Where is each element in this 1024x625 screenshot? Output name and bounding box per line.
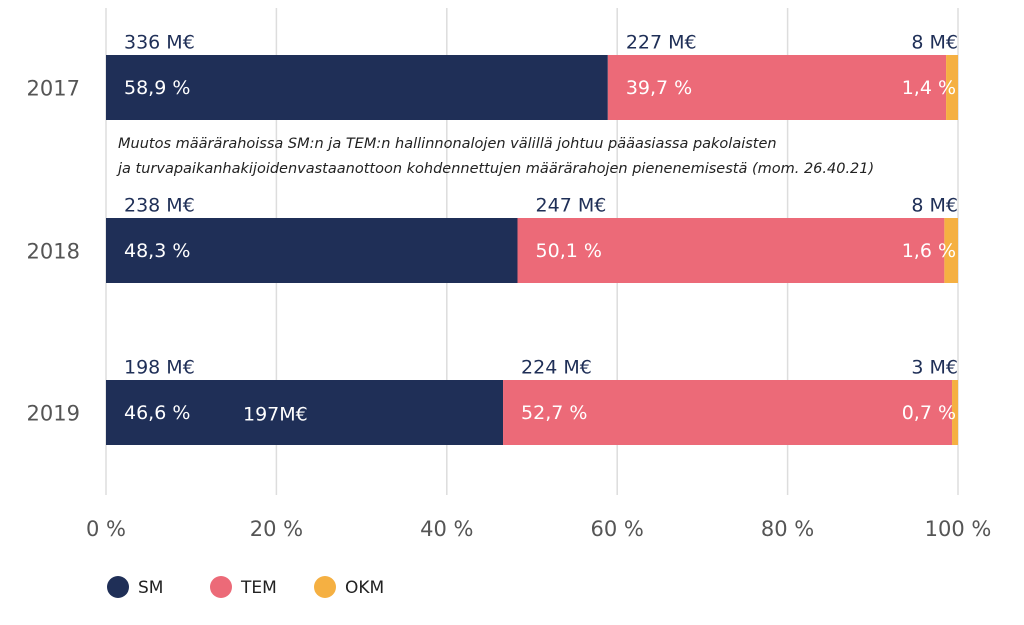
value-label: 46,6 % — [124, 402, 190, 424]
amount-label: 8 M€ — [911, 32, 958, 54]
amount-label: 3 M€ — [911, 357, 958, 379]
amount-label: 238 M€ — [124, 195, 195, 217]
x-tick-label: 40 % — [420, 517, 473, 541]
amount-label: 8 M€ — [911, 195, 958, 217]
value-label: 48,3 % — [124, 240, 190, 262]
annotation: ja turvapaikanhakijoidenvastaanottoon ko… — [116, 161, 874, 177]
value-label: 1,6 % — [902, 240, 956, 262]
amount-label: 227 M€ — [626, 32, 697, 54]
value-label: 50,1 % — [536, 240, 602, 262]
annotation: Muutos määrärahoissa SM:n ja TEM:n halli… — [118, 136, 777, 152]
legend-marker — [314, 576, 336, 598]
bar-segment — [946, 55, 958, 120]
value-label: 0,7 % — [902, 402, 956, 424]
bar-segment — [952, 380, 958, 445]
x-tick-label: 100 % — [925, 517, 992, 541]
legend-label: OKM — [345, 578, 384, 598]
legend-marker — [210, 576, 232, 598]
x-tick-label: 0 % — [86, 517, 126, 541]
y-tick-label: 2018 — [27, 240, 80, 264]
annotation: 197M€ — [243, 404, 308, 426]
amount-label: 198 M€ — [124, 357, 195, 379]
value-label: 39,7 % — [626, 77, 692, 99]
bar-segment — [106, 380, 504, 445]
value-label: 58,9 % — [124, 77, 190, 99]
x-tick-label: 80 % — [761, 517, 814, 541]
x-tick-label: 20 % — [250, 517, 303, 541]
bar-segment — [944, 218, 958, 283]
bar-segment — [106, 55, 608, 120]
bar-segment — [106, 218, 518, 283]
legend-label: TEM — [240, 578, 277, 598]
bar-segment — [503, 380, 953, 445]
amount-label: 224 M€ — [521, 357, 592, 379]
value-label: 52,7 % — [521, 402, 587, 424]
bar-segment — [517, 218, 945, 283]
amount-label: 336 M€ — [124, 32, 195, 54]
y-tick-label: 2017 — [27, 77, 80, 101]
value-label: 1,4 % — [902, 77, 956, 99]
legend-label: SM — [138, 578, 163, 598]
y-tick-label: 2019 — [27, 402, 80, 426]
legend-marker — [107, 576, 129, 598]
x-tick-label: 60 % — [591, 517, 644, 541]
bar-segment — [607, 55, 947, 120]
amount-label: 247 M€ — [536, 195, 607, 217]
